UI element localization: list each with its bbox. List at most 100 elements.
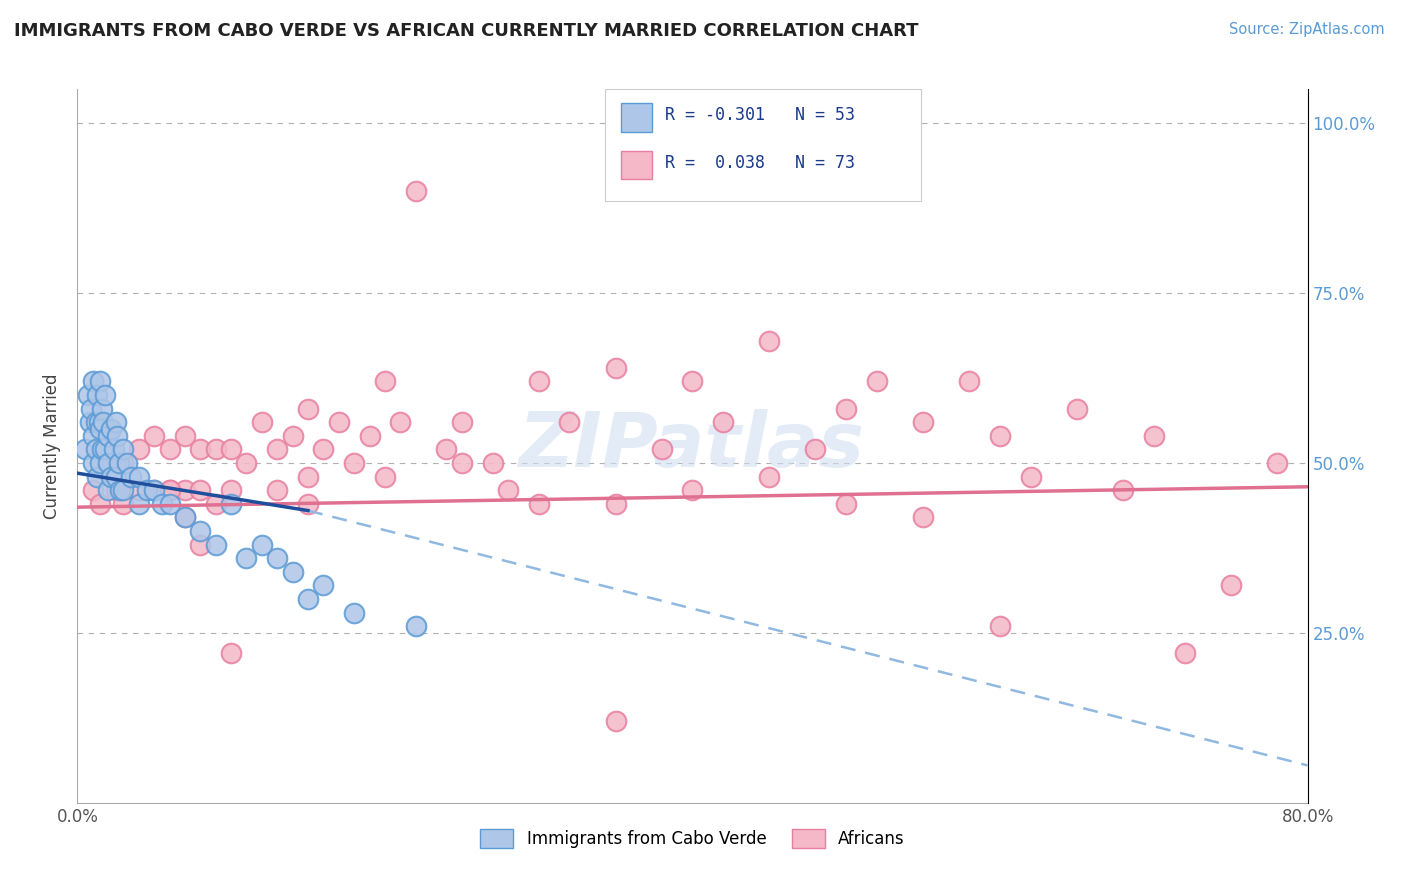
Point <box>115 456 138 470</box>
Point <box>266 551 288 566</box>
Point <box>90 401 114 416</box>
Point <box>682 483 704 498</box>
Legend: Immigrants from Cabo Verde, Africans: Immigrants from Cabo Verde, Africans <box>474 822 911 855</box>
Point <box>143 483 166 498</box>
Point <box>94 388 117 402</box>
Point <box>80 401 103 416</box>
Point <box>128 483 150 498</box>
Point <box>89 497 111 511</box>
Point <box>135 483 157 498</box>
Point <box>143 483 166 498</box>
Point <box>496 483 519 498</box>
Point <box>558 415 581 429</box>
Point <box>159 442 181 457</box>
Point <box>79 415 101 429</box>
Point <box>527 497 550 511</box>
Point <box>250 537 273 551</box>
Point <box>174 429 197 443</box>
Point <box>1174 646 1197 660</box>
Point <box>82 375 104 389</box>
Point <box>374 469 396 483</box>
Point <box>97 456 120 470</box>
Point <box>219 483 242 498</box>
Point <box>481 456 503 470</box>
Point <box>266 442 288 457</box>
Point <box>374 375 396 389</box>
Point <box>988 619 1011 633</box>
Point <box>100 469 122 483</box>
Point <box>73 442 96 457</box>
Point <box>266 483 288 498</box>
Point <box>159 483 181 498</box>
Point <box>912 415 935 429</box>
Point <box>1265 456 1288 470</box>
Point <box>97 429 120 443</box>
Point <box>89 422 111 436</box>
Point <box>112 497 135 511</box>
Point <box>957 375 980 389</box>
Point <box>804 442 827 457</box>
Point <box>100 422 122 436</box>
Point <box>219 646 242 660</box>
Point <box>1066 401 1088 416</box>
Point <box>219 497 242 511</box>
Point <box>1143 429 1166 443</box>
Point <box>711 415 734 429</box>
Point <box>188 483 212 498</box>
Point <box>450 456 472 470</box>
Point <box>94 442 117 457</box>
Point <box>436 442 458 457</box>
Point <box>297 591 319 606</box>
Point <box>97 483 120 498</box>
Point <box>89 375 111 389</box>
Point <box>86 388 108 402</box>
Point <box>87 415 110 429</box>
Point <box>104 415 127 429</box>
Point <box>82 456 104 470</box>
Point <box>84 442 107 457</box>
Point <box>405 619 427 633</box>
Point <box>605 497 627 511</box>
Point <box>82 429 104 443</box>
Point <box>758 334 780 348</box>
Point <box>128 442 150 457</box>
Point <box>174 483 197 498</box>
Point <box>150 497 173 511</box>
Point <box>110 483 132 498</box>
Point <box>128 497 150 511</box>
Point <box>174 510 197 524</box>
Point <box>219 442 242 457</box>
Point <box>605 360 627 375</box>
Point <box>1112 483 1135 498</box>
Point <box>1219 578 1241 592</box>
Text: R =  0.038   N = 73: R = 0.038 N = 73 <box>665 154 855 172</box>
Point <box>527 375 550 389</box>
Text: R = -0.301   N = 53: R = -0.301 N = 53 <box>665 106 855 124</box>
Point <box>297 401 319 416</box>
Point <box>104 483 127 498</box>
Point <box>988 429 1011 443</box>
Point <box>82 483 104 498</box>
Point <box>104 469 127 483</box>
Point <box>188 442 212 457</box>
Point <box>120 469 142 483</box>
Point <box>174 510 197 524</box>
Point <box>235 456 257 470</box>
Point <box>1019 469 1042 483</box>
Point <box>359 429 381 443</box>
Point <box>250 415 273 429</box>
Point <box>159 483 181 498</box>
Point <box>128 469 150 483</box>
Text: Source: ZipAtlas.com: Source: ZipAtlas.com <box>1229 22 1385 37</box>
Point <box>450 415 472 429</box>
Point <box>103 442 125 457</box>
Point <box>343 456 366 470</box>
Point <box>343 606 366 620</box>
Point <box>84 415 107 429</box>
Point <box>112 456 135 470</box>
Point <box>89 456 111 470</box>
Point <box>405 184 427 198</box>
Point <box>328 415 350 429</box>
Point <box>312 578 335 592</box>
Point <box>651 442 673 457</box>
